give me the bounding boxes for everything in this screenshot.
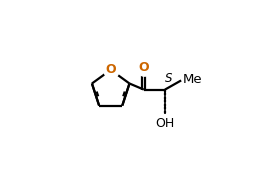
Text: S: S — [165, 72, 173, 85]
Text: O: O — [138, 61, 149, 74]
Text: OH: OH — [155, 117, 175, 130]
Text: Me: Me — [182, 72, 202, 85]
Text: O: O — [105, 63, 116, 76]
